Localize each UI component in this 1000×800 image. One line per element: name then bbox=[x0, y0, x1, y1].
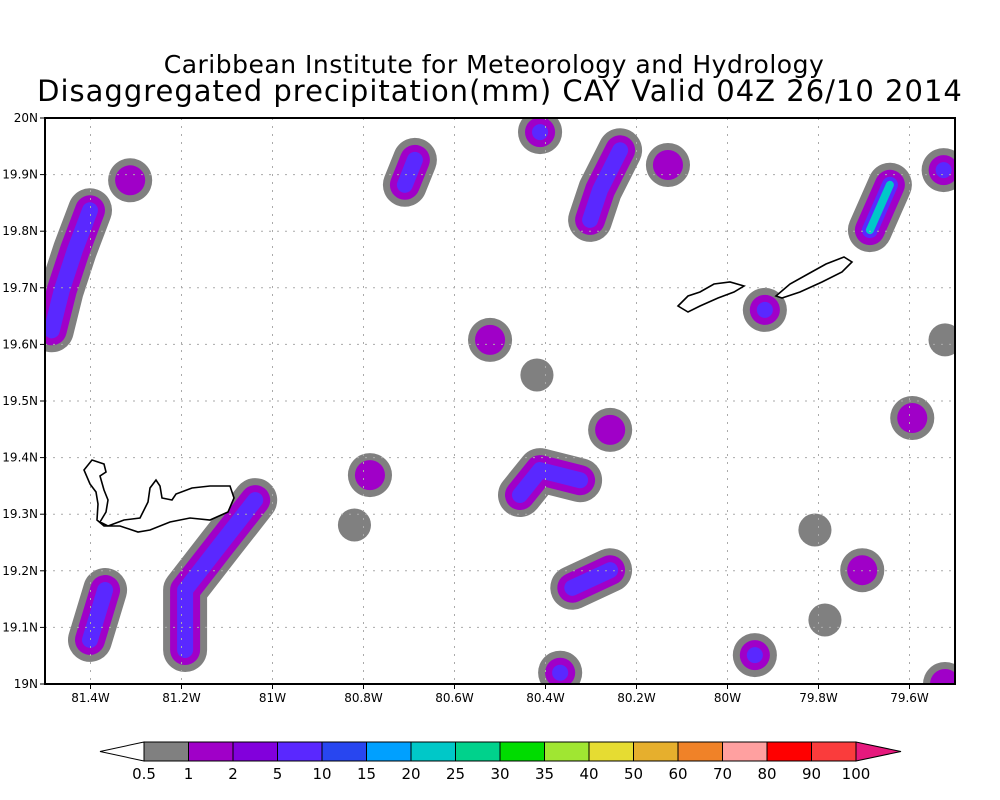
colorbar-swatch bbox=[588, 741, 634, 762]
lat-tick-label: 19.5N bbox=[2, 394, 38, 408]
lon-tick-label: 80W bbox=[714, 691, 741, 705]
lon-tick-label: 81W bbox=[259, 691, 286, 705]
islands bbox=[83, 256, 854, 533]
precip-cell bbox=[177, 492, 264, 658]
colorbar-swatch bbox=[232, 741, 278, 762]
colorbar-swatch bbox=[366, 741, 412, 762]
precip-cell bbox=[45, 202, 98, 339]
colorbar-swatch bbox=[811, 741, 857, 762]
colorbar-label: 1 bbox=[184, 765, 194, 783]
colorbar-swatch bbox=[633, 741, 679, 762]
lon-tick-label: 80.8W bbox=[344, 691, 383, 705]
lat-tick-label: 19.3N bbox=[2, 507, 38, 521]
colorbar-swatch bbox=[544, 741, 590, 762]
cayman-brac-outline bbox=[774, 256, 854, 299]
colorbar-swatch bbox=[677, 741, 723, 762]
grand-cayman-outline bbox=[83, 459, 235, 533]
precip-cell bbox=[564, 562, 619, 596]
lat-tick-label: 19.8N bbox=[2, 224, 38, 238]
colorbar-swatch bbox=[321, 741, 367, 762]
colorbar-label: 0.5 bbox=[132, 765, 156, 783]
lon-tick-label: 80.4W bbox=[526, 691, 565, 705]
precip-cell bbox=[512, 462, 589, 503]
axis-ticks: 81.4W 81.2W 81W 80.8W 80.6W 80.4W 80.2W 80W 79.8… bbox=[2, 111, 929, 705]
colorbar-swatch bbox=[410, 741, 456, 762]
colorbar-under-arrow bbox=[99, 741, 145, 762]
colorbar-label: 80 bbox=[757, 765, 776, 783]
lon-tick-label: 79.6W bbox=[890, 691, 929, 705]
lat-tick-label: 19.4N bbox=[2, 451, 38, 465]
lon-tick-label: 81.4W bbox=[71, 691, 110, 705]
colorbar-label: 40 bbox=[579, 765, 598, 783]
lat-tick-label: 20N bbox=[14, 111, 38, 125]
colorbar-label: 20 bbox=[401, 765, 420, 783]
little-cayman-outline bbox=[676, 281, 746, 313]
lat-tick-label: 19.9N bbox=[2, 168, 38, 182]
precip-cell bbox=[396, 151, 423, 193]
lon-tick-label: 80.6W bbox=[435, 691, 474, 705]
colorbar-label: 50 bbox=[624, 765, 643, 783]
colorbar-label: 100 bbox=[842, 765, 871, 783]
colorbar-swatch bbox=[277, 741, 323, 762]
colorbar-label: 70 bbox=[713, 765, 732, 783]
lat-tick-label: 19.2N bbox=[2, 564, 38, 578]
precip-cell bbox=[582, 142, 629, 228]
colorbar-swatch bbox=[722, 741, 768, 762]
colorbar-swatch bbox=[455, 741, 501, 762]
colorbar-swatch bbox=[766, 741, 812, 762]
colorbar-label: 25 bbox=[446, 765, 465, 783]
colorbar-label: 30 bbox=[490, 765, 509, 783]
colorbar-swatch bbox=[188, 741, 234, 762]
colorbar-label: 35 bbox=[535, 765, 554, 783]
colorbar-swatch bbox=[143, 741, 189, 762]
colorbar-label: 90 bbox=[802, 765, 821, 783]
colorbar: 0.5 1 2 5 10 15 20 25 30 35 40 50 60 70 80 90 100 bbox=[99, 741, 902, 783]
colorbar-label: 60 bbox=[668, 765, 687, 783]
colorbar-over-arrow bbox=[855, 741, 902, 762]
lat-tick-label: 19.7N bbox=[2, 281, 38, 295]
colorbar-label: 15 bbox=[357, 765, 376, 783]
colorbar-label: 5 bbox=[273, 765, 283, 783]
colorbar-swatch bbox=[499, 741, 545, 762]
lon-tick-label: 81.2W bbox=[162, 691, 201, 705]
chart-subtitle: Disaggregated precipitation(mm) CAY Vali… bbox=[37, 74, 963, 108]
precip-cell bbox=[82, 582, 114, 648]
chart-title: Caribbean Institute for Meteorology and … bbox=[163, 50, 825, 79]
lon-tick-label: 79.8W bbox=[799, 691, 838, 705]
colorbar-label: 10 bbox=[312, 765, 331, 783]
gridlines bbox=[45, 118, 955, 684]
lat-tick-label: 19.1N bbox=[2, 620, 38, 634]
lat-tick-label: 19.6N bbox=[2, 337, 38, 351]
lon-tick-label: 80.2W bbox=[617, 691, 656, 705]
precip-cell bbox=[865, 180, 894, 235]
lat-tick-label: 19N bbox=[14, 677, 38, 691]
colorbar-label: 2 bbox=[228, 765, 238, 783]
precip-field bbox=[45, 118, 955, 684]
